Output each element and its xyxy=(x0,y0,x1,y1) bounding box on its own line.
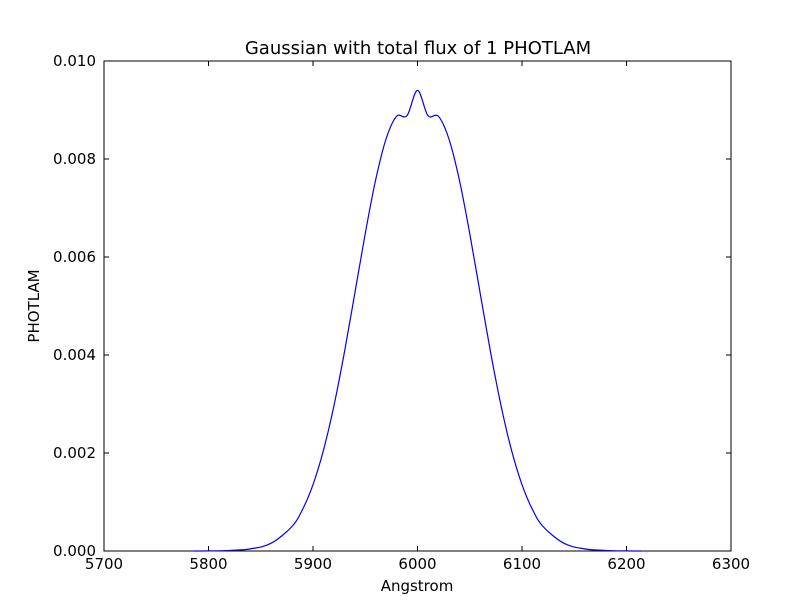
plot-frame xyxy=(103,60,732,552)
y-tick-label: 0.002 xyxy=(53,444,96,462)
x-tick-label: 6000 xyxy=(398,555,436,573)
x-tick-label: 6300 xyxy=(712,555,750,573)
x-tick-label: 5700 xyxy=(85,555,123,573)
x-axis: 5700 5800 5900 6000 6100 6200 6300 xyxy=(85,61,750,573)
x-axis-label: Angstrom xyxy=(381,577,454,595)
x-tick-label: 5800 xyxy=(189,555,227,573)
y-axis-label: PHOTLAM xyxy=(25,269,43,342)
chart-title: Gaussian with total flux of 1 PHOTLAM xyxy=(245,38,591,59)
x-tick-label: 6100 xyxy=(503,555,541,573)
y-tick-label: 0.010 xyxy=(53,52,96,70)
y-tick-label: 0.000 xyxy=(53,542,96,560)
y-tick-label: 0.006 xyxy=(53,248,96,266)
plot-area xyxy=(103,60,732,552)
series-line xyxy=(193,89,642,552)
y-axis: 0.000 0.002 0.004 0.006 0.008 0.010 xyxy=(53,52,731,560)
x-tick-label: 6200 xyxy=(607,555,645,573)
x-tick-label: 5900 xyxy=(294,555,332,573)
y-tick-label: 0.008 xyxy=(53,150,96,168)
y-tick-label: 0.004 xyxy=(53,346,96,364)
